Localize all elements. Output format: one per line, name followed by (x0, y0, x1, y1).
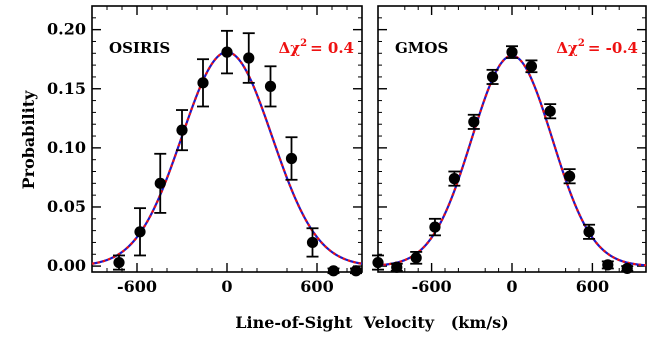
delta-chi2-label: Δχ2 = 0.4 (279, 38, 354, 57)
y-tick-label: 0.00 (47, 256, 86, 275)
data-point (564, 170, 576, 182)
data-point (448, 173, 460, 185)
x-tick-label: 600 (300, 277, 333, 296)
data-point (154, 177, 166, 189)
panel-gmos: -600 0 600 GMOS Δχ2 = -0.4 (372, 5, 647, 296)
panel-osiris: -600 0 600 0.00 0.05 0.10 0.15 0.20 OSIRIS Δχ2 = 0… (47, 5, 363, 296)
data-point (264, 80, 277, 92)
data-point (486, 71, 499, 83)
data-point (544, 105, 556, 117)
x-tick-label: -600 (412, 277, 452, 296)
data-point (176, 124, 188, 136)
panel-label: OSIRIS (109, 39, 170, 57)
data-point (583, 226, 595, 238)
y-tick-label: 0.05 (47, 197, 86, 216)
y-tick-label: 0.10 (47, 138, 86, 157)
data-point (306, 236, 319, 249)
panel-label: GMOS (395, 39, 448, 57)
model-curve-dotted (377, 54, 647, 267)
delta-value: = 0.4 (310, 39, 354, 57)
data-point (372, 256, 384, 269)
model-curve-dotted (91, 51, 363, 265)
x-tick-label: -600 (117, 277, 157, 296)
delta-value: = -0.4 (588, 39, 638, 57)
data-point (285, 152, 298, 165)
data-point (134, 226, 146, 238)
model-curve-solid (377, 54, 647, 267)
data-point (525, 60, 538, 72)
data-point (506, 46, 518, 58)
delta-chi2-label: Δχ2 = -0.4 (556, 38, 638, 57)
delta-prefix: Δχ (556, 39, 578, 57)
y-tick-label: 0.15 (47, 79, 86, 98)
data-point (197, 77, 209, 89)
x-tick-label: 600 (576, 277, 609, 296)
x-tick-label: 0 (221, 277, 232, 296)
data-point (602, 259, 614, 271)
data-point (243, 52, 255, 64)
data-point (113, 256, 125, 269)
y-tick-label: 0.20 (47, 20, 86, 39)
data-point (391, 261, 403, 273)
delta-prefix: Δχ (279, 39, 301, 57)
x-tick-label: 0 (506, 277, 517, 296)
data-point (327, 265, 340, 277)
model-curve-solid (91, 51, 363, 265)
data-point (621, 262, 633, 275)
data-point (221, 46, 233, 58)
delta-sup: 2 (300, 38, 307, 49)
data-point (350, 265, 362, 277)
x-axis-title: Line-of-Sight Velocity (km/s) (235, 313, 509, 332)
delta-sup: 2 (578, 38, 585, 49)
data-point (410, 252, 422, 264)
y-axis-title: Probability (19, 90, 38, 190)
data-point (429, 221, 441, 233)
data-point (468, 116, 480, 128)
